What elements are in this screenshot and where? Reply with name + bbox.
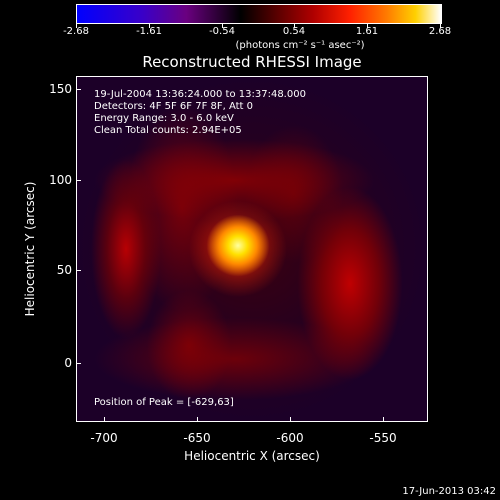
detectors-text: Detectors: 4F 5F 6F 7F 8F, Att 0 bbox=[94, 101, 254, 112]
y-tick bbox=[76, 180, 81, 181]
colorbar-label: 1.61 bbox=[355, 26, 379, 37]
image-title: Reconstructed RHESSI Image bbox=[142, 53, 362, 71]
colorbar-label: -0.54 bbox=[209, 26, 235, 37]
x-tick-label: -650 bbox=[183, 431, 211, 445]
y-tick-label: 150 bbox=[49, 82, 72, 96]
timestamp: 17-Jun-2013 03:42 bbox=[402, 486, 496, 497]
x-tick-label: -550 bbox=[369, 431, 397, 445]
colorbar-label: -1.61 bbox=[136, 26, 162, 37]
y-axis-label: Heliocentric Y (arcsec) bbox=[23, 181, 37, 317]
time-range-text: 19-Jul-2004 13:36:24.000 to 13:37:48.000 bbox=[94, 89, 306, 100]
peak-position-text: Position of Peak = [-629,63] bbox=[94, 397, 234, 408]
rhessi-image bbox=[76, 76, 428, 422]
x-axis-label: Heliocentric X (arcsec) bbox=[184, 449, 320, 463]
x-tick bbox=[104, 417, 105, 422]
y-tick-label: 0 bbox=[64, 356, 72, 370]
algorithm-counts-text: Clean Total counts: 2.94E+05 bbox=[94, 125, 242, 136]
colorbar-tick bbox=[367, 24, 368, 28]
y-tick-label: 50 bbox=[56, 263, 72, 277]
x-tick bbox=[383, 417, 384, 422]
energy-range-text: Energy Range: 3.0 - 6.0 keV bbox=[94, 113, 234, 124]
colorbar-tick bbox=[149, 24, 150, 28]
colorbar-tick bbox=[440, 24, 441, 28]
colorbar-label: -2.68 bbox=[63, 26, 89, 37]
y-tick bbox=[76, 363, 81, 364]
x-tick bbox=[290, 417, 291, 422]
colorbar-tick bbox=[222, 24, 223, 28]
colorbar-tick bbox=[294, 24, 295, 28]
y-tick bbox=[76, 89, 81, 90]
y-tick bbox=[76, 270, 81, 271]
colorbar-tick bbox=[76, 24, 77, 28]
colorbar-units: (photons cm⁻² s⁻¹ asec⁻²) bbox=[235, 40, 365, 51]
x-tick-label: -700 bbox=[90, 431, 118, 445]
x-tick bbox=[197, 417, 198, 422]
y-tick-label: 100 bbox=[49, 173, 72, 187]
x-tick-label: -600 bbox=[276, 431, 304, 445]
colorbar bbox=[76, 4, 442, 24]
colorbar-label: 2.68 bbox=[428, 26, 452, 37]
colorbar-label: 0.54 bbox=[282, 26, 306, 37]
